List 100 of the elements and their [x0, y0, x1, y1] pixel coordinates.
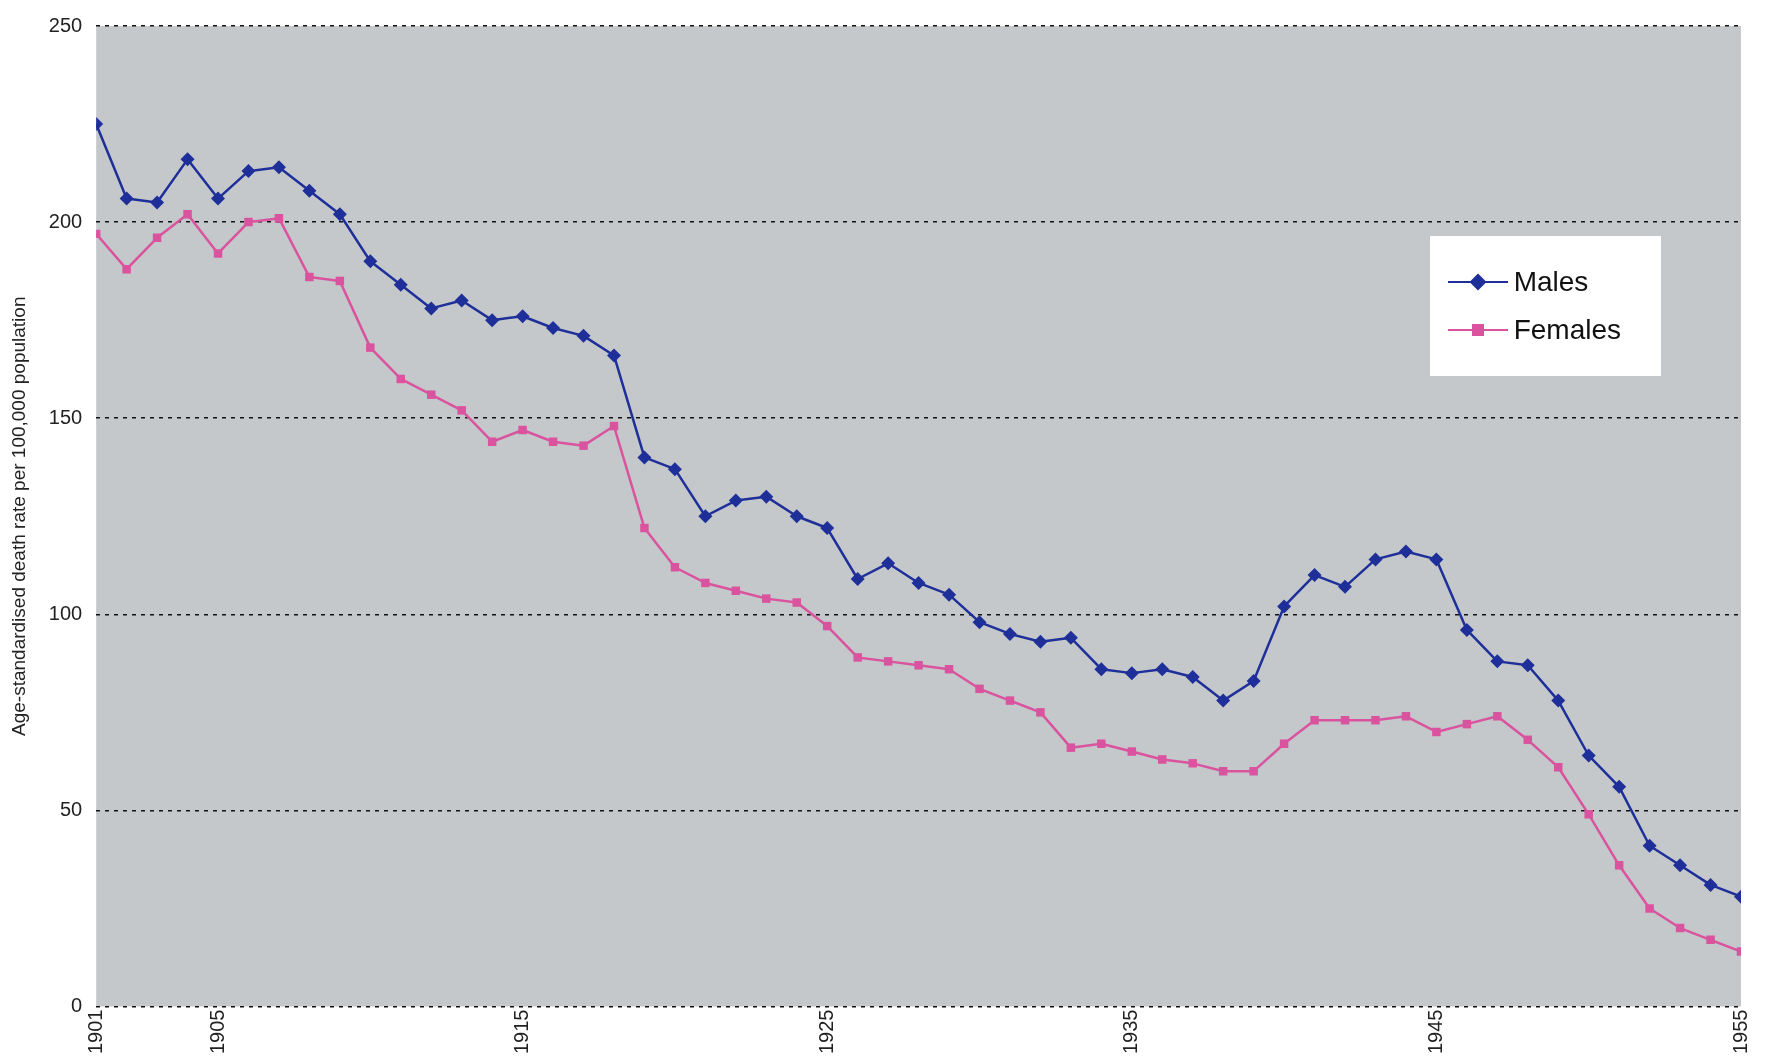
point — [487, 437, 497, 446]
x-tick-label: 1925 — [814, 1009, 837, 1055]
point — [1338, 579, 1353, 594]
y-tick-label: 50 — [59, 797, 83, 820]
y-tick-label: 150 — [48, 405, 83, 428]
point — [1706, 935, 1715, 945]
point — [454, 293, 469, 308]
point — [1002, 626, 1017, 641]
point — [1432, 727, 1441, 737]
x-tick-label: 1935 — [1119, 1009, 1142, 1055]
point — [1005, 696, 1015, 705]
point — [1216, 693, 1231, 708]
point — [1642, 838, 1657, 853]
point — [1033, 634, 1048, 649]
point — [1673, 858, 1688, 873]
point — [180, 152, 195, 167]
point — [1584, 810, 1593, 819]
point — [579, 441, 588, 450]
x-tick-label: 1915 — [510, 1009, 533, 1055]
point — [305, 272, 314, 282]
point — [853, 653, 862, 662]
point — [1155, 662, 1170, 677]
point — [576, 328, 591, 343]
point — [122, 264, 131, 274]
point — [1158, 755, 1167, 764]
point — [1066, 743, 1076, 752]
point — [183, 210, 192, 219]
point — [515, 309, 530, 324]
point — [701, 578, 710, 588]
point — [363, 254, 378, 269]
point — [792, 598, 801, 607]
point — [942, 587, 957, 602]
y-tick-label: 250 — [48, 13, 83, 36]
point — [1490, 654, 1505, 669]
point — [1703, 877, 1718, 892]
point — [1368, 552, 1383, 567]
point — [637, 450, 652, 465]
legend-label: Males — [1513, 266, 1589, 298]
point — [728, 493, 743, 508]
point — [1277, 599, 1292, 614]
point — [457, 406, 466, 415]
point — [1401, 712, 1411, 721]
point — [1398, 544, 1413, 559]
point — [485, 313, 500, 328]
y-tick-label: 0 — [71, 994, 83, 1017]
x-tick-label: 1945 — [1423, 1009, 1446, 1055]
point — [1094, 662, 1109, 677]
point — [1185, 670, 1200, 685]
point — [972, 615, 987, 630]
point — [1551, 693, 1566, 708]
x-tick-label: 1901 — [83, 1009, 106, 1055]
point — [1097, 739, 1106, 748]
point — [546, 321, 561, 335]
point — [883, 657, 893, 666]
point — [241, 164, 256, 179]
y-axis-title: Age-standardised death rate per 100,000 population — [7, 296, 29, 736]
x-tick-label: 1955 — [1728, 1009, 1751, 1055]
point — [1188, 759, 1197, 768]
point — [667, 462, 682, 477]
point — [271, 160, 286, 175]
point — [213, 249, 223, 258]
point — [1310, 715, 1319, 725]
point — [1124, 666, 1139, 681]
point — [881, 556, 896, 571]
point — [1520, 658, 1535, 673]
point — [1429, 552, 1444, 567]
point — [975, 684, 984, 694]
point — [762, 594, 771, 603]
point — [1554, 763, 1563, 772]
point — [640, 523, 649, 533]
point — [332, 207, 347, 222]
point — [1246, 673, 1261, 688]
point — [698, 509, 713, 524]
point — [150, 195, 165, 210]
point — [1614, 861, 1624, 870]
y-tick-label: 200 — [48, 209, 83, 232]
point — [393, 277, 408, 292]
point — [911, 575, 926, 590]
point — [424, 301, 439, 316]
point — [759, 489, 774, 504]
point — [1645, 904, 1654, 913]
point — [850, 572, 865, 587]
point — [789, 509, 804, 524]
point — [548, 437, 558, 446]
point — [426, 390, 436, 399]
point — [366, 343, 375, 352]
point — [606, 348, 621, 363]
point — [1279, 739, 1289, 748]
point — [1063, 630, 1078, 645]
point — [1127, 747, 1137, 756]
point — [820, 521, 835, 536]
x-tick-label: 1905 — [205, 1009, 228, 1055]
point — [302, 183, 317, 198]
point — [1612, 779, 1627, 794]
point — [1036, 708, 1045, 717]
point — [1249, 766, 1258, 776]
legend-label: Females — [1513, 314, 1621, 346]
point — [244, 217, 253, 227]
point — [119, 191, 134, 206]
point — [1493, 712, 1502, 721]
